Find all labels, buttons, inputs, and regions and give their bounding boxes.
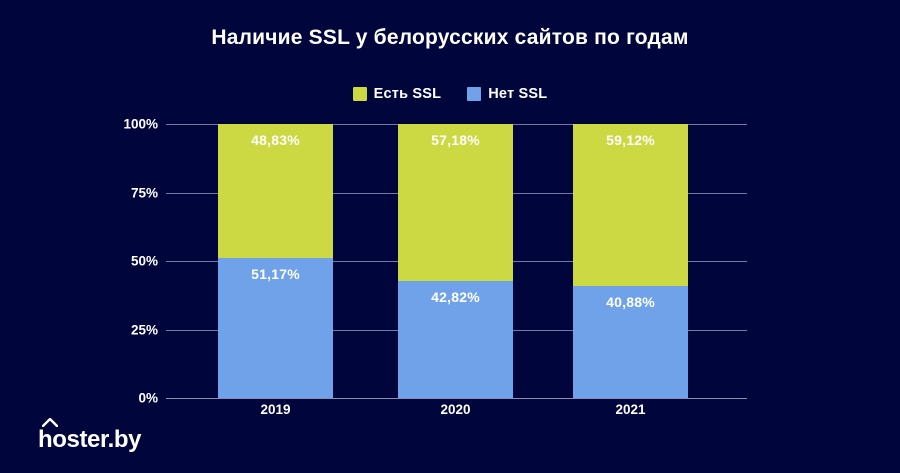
- bar-segment-ssl-no-2020[interactable]: 42,82%: [398, 280, 513, 398]
- hoster-logo[interactable]: hoster.by: [38, 418, 142, 453]
- y-tick-50: 50%: [130, 253, 158, 269]
- legend-swatch-icon-ssl-no: [467, 87, 482, 101]
- x-tick-2019: 2019: [260, 402, 291, 417]
- bar-series-container: 48,83% 51,17% 57,18% 42,82% 59,12% 40,88…: [166, 124, 747, 398]
- bar-segment-ssl-no-2019[interactable]: 51,17%: [218, 257, 333, 398]
- bar-segment-ssl-yes-2020[interactable]: 57,18%: [398, 124, 513, 281]
- x-tick-2021: 2021: [615, 402, 646, 417]
- legend-label-ssl-yes: Есть SSL: [373, 86, 442, 102]
- bar-segment-ssl-yes-2019[interactable]: 48,83%: [218, 124, 333, 258]
- chart-legend: Есть SSL Нет SSL: [0, 86, 900, 102]
- bar-group-2019: 48,83% 51,17%: [218, 124, 333, 398]
- legend-item-ssl-no[interactable]: Нет SSL: [467, 86, 547, 102]
- bar-value-label-ssl-no-2019: 51,17%: [251, 265, 300, 282]
- legend-swatch-icon-ssl-yes: [352, 87, 367, 101]
- bar-group-2021: 59,12% 40,88%: [573, 124, 688, 398]
- bar-value-label-ssl-yes-2021: 59,12%: [606, 132, 655, 148]
- bar-value-label-ssl-yes-2019: 48,83%: [251, 132, 300, 148]
- y-tick-25: 25%: [130, 322, 158, 337]
- y-tick-75: 75%: [130, 185, 158, 200]
- legend-label-ssl-no: Нет SSL: [488, 86, 548, 102]
- y-tick-0: 0%: [138, 390, 158, 406]
- bar-value-label-ssl-no-2021: 40,88%: [606, 293, 655, 310]
- gridline-0: [166, 398, 747, 399]
- chart-title: Наличие SSL у белорусских сайтов по года…: [211, 26, 689, 49]
- x-tick-2020: 2020: [440, 402, 471, 417]
- roof-chevron-icon: [42, 418, 58, 427]
- y-axis: 100% 75% 50% 25% 0%: [96, 117, 158, 406]
- y-tick-100: 100%: [123, 116, 158, 132]
- bar-segment-ssl-no-2021[interactable]: 40,88%: [573, 285, 688, 398]
- x-axis: 2019 2020 2021: [166, 402, 747, 424]
- bar-segment-ssl-yes-2021[interactable]: 59,12%: [573, 124, 688, 286]
- bar-group-2020: 57,18% 42,82%: [398, 124, 513, 398]
- legend-item-ssl-yes[interactable]: Есть SSL: [352, 86, 442, 102]
- bar-value-label-ssl-no-2020: 42,82%: [431, 288, 480, 305]
- logo-wordmark: hoster.by: [38, 426, 142, 453]
- bar-value-label-ssl-yes-2020: 57,18%: [431, 132, 480, 148]
